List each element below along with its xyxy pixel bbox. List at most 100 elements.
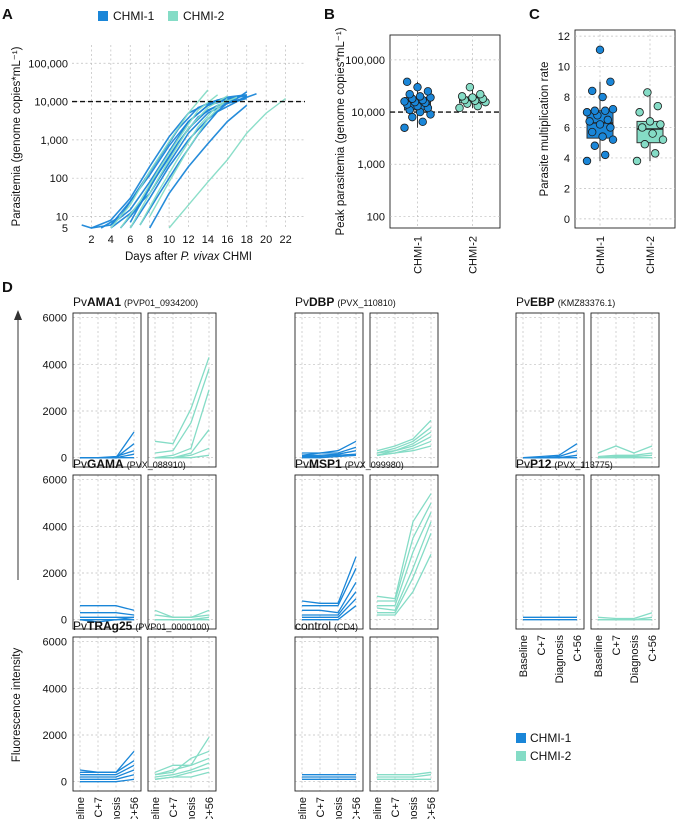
panel-d: D Fluorescence intensity PvAMA1 (PVP01_0934… [2, 279, 660, 819]
data-point [608, 135, 618, 144]
subplot-frame-chmi-1 [72, 636, 142, 792]
x-tick-label: Baseline [297, 797, 309, 819]
x-tick-label: 8 [147, 234, 153, 246]
series-line-chmi-1 [301, 446, 357, 456]
x-tick-label: C+56 [572, 635, 584, 662]
data-point [415, 92, 425, 101]
data-point [423, 87, 433, 96]
x-tick-label: 16 [221, 234, 233, 246]
series-line-chmi-1 [302, 581, 357, 614]
antigen-title: PvDBP (PVX_110810) [295, 295, 396, 309]
series-line-chmi-1 [302, 568, 357, 607]
data-point [405, 90, 414, 99]
x-tick-label: Diagnosis [111, 797, 123, 819]
data-point [638, 123, 647, 132]
data-point [465, 82, 475, 92]
data-point [598, 132, 607, 141]
x-tick-label: Baseline [372, 797, 384, 819]
antigen-title: PvGAMA (PVX_088910) [73, 457, 186, 471]
series-line-chmi-2 [377, 512, 432, 607]
legend-swatch-chmi-1 [98, 11, 108, 21]
y-tick-label: 100 [367, 211, 385, 223]
subplot-frame-chmi-1 [515, 474, 585, 630]
series-line-chmi-1-6 [110, 99, 228, 226]
data-point [413, 82, 422, 92]
series-line-chmi-2 [154, 368, 210, 454]
data-point [632, 156, 642, 166]
data-point [408, 112, 417, 122]
antigen-panel-trag25: PvTRAg25 (PVP01_0000100) 0 2000 4000 6000 Base… [43, 619, 217, 819]
y-tick-label: 0 [61, 777, 67, 789]
x-tick-label: CHMI-2 [645, 236, 657, 274]
series-line-chmi-1 [301, 556, 357, 604]
y-tick-label: 5 [62, 223, 68, 235]
subplot-frame-chmi-2 [147, 312, 217, 468]
legend-label-chmi-2: CHMI-2 [183, 9, 225, 23]
series-line-chmi-1 [302, 440, 357, 454]
series-line-chmi-2 [154, 757, 210, 773]
legend-label-chmi-1: CHMI-1 [113, 9, 155, 23]
y-tick-label: 4000 [43, 521, 67, 533]
subplot-frame-chmi-1 [294, 474, 364, 630]
antigen-panel-ebp: PvEBP (KMZ83376.1) [515, 295, 660, 468]
panel-a: A CHMI-1 CHMI-22 4 6 8 10 12 14 16 18 20 225101001,0… [2, 6, 305, 263]
series-line-chmi-1 [80, 612, 135, 616]
y-tick-label: 2000 [43, 406, 67, 418]
y-tick-label: 6000 [43, 313, 67, 325]
data-point [606, 123, 615, 132]
legend-label-chmi-2: CHMI-2 [530, 749, 572, 763]
antigen-title: PvMSP1 (PVX_099980) [295, 457, 404, 471]
x-tick-label: C+7 [168, 797, 180, 818]
antigen-panel-gama: PvGAMA (PVX_088910) 0 2000 4000 6000 [43, 457, 217, 630]
y-axis-label: Parasitemia (genome copies*mL⁻¹) [11, 46, 23, 226]
series-line-chmi-1-3 [110, 93, 257, 229]
data-point [648, 129, 657, 138]
x-tick-label: Diagnosis [629, 635, 641, 684]
subplot-frame-chmi-2 [369, 312, 439, 468]
series-line-chmi-2 [377, 774, 432, 778]
data-point [608, 104, 618, 114]
x-tick-label: C+56 [647, 635, 659, 662]
series-line-chmi-1-8 [149, 104, 248, 229]
series-line-chmi-2 [376, 445, 432, 456]
data-point [418, 117, 427, 127]
series-line-chmi-2 [155, 454, 210, 459]
series-line-chmi-2 [377, 771, 432, 776]
panel-b: B 100 1,000 10,000 100,000 CHMI-1 CHMI-2 Peak p… [324, 6, 501, 274]
subplot-frame-chmi-1 [294, 636, 364, 792]
x-tick-label: 18 [241, 234, 253, 246]
y-tick-label: 100,000 [345, 55, 385, 67]
antigen-title: PvP12 (PVX_113775) [516, 457, 613, 471]
plot-frame-b [389, 34, 501, 229]
series-line-chmi-2 [154, 750, 210, 776]
legend-label-chmi-1: CHMI-1 [530, 731, 572, 745]
x-tick-label: C+7 [315, 797, 327, 818]
antigen-title: control (CD4) [295, 619, 358, 633]
data-point [588, 127, 597, 137]
antigen-panel-p12: PvP12 (PVX_113775) Baseline C+7 Diagnosis C+5… [515, 457, 660, 684]
data-point [658, 135, 668, 144]
y-tick-label: 12 [558, 31, 570, 43]
data-point [606, 77, 615, 86]
subplot-frame-chmi-2 [590, 312, 660, 468]
series-line-chmi-2-15 [149, 98, 228, 217]
data-point [595, 120, 605, 129]
data-point [656, 120, 665, 129]
x-tick-label: 6 [127, 234, 133, 246]
series-line-chmi-2 [597, 612, 653, 620]
y-tick-label: 4000 [43, 359, 67, 371]
x-axis-label: Days after P. vivax CHMI [125, 251, 252, 263]
series-line-chmi-2 [376, 431, 432, 454]
series-line-chmi-1 [79, 616, 135, 623]
x-tick-label: Baseline [75, 797, 87, 819]
data-point [588, 86, 597, 96]
panel-letter-d: D [2, 279, 13, 296]
series-line-chmi-1 [302, 598, 357, 618]
series-line-chmi-1 [80, 764, 135, 776]
series-line-chmi-2 [377, 533, 432, 614]
series-line-chmi-2-12 [129, 95, 228, 229]
series-line-chmi-2-14 [168, 97, 287, 229]
data-point [653, 101, 662, 111]
series-line-chmi-2-13 [139, 96, 238, 226]
series-line-chmi-1 [302, 453, 357, 458]
